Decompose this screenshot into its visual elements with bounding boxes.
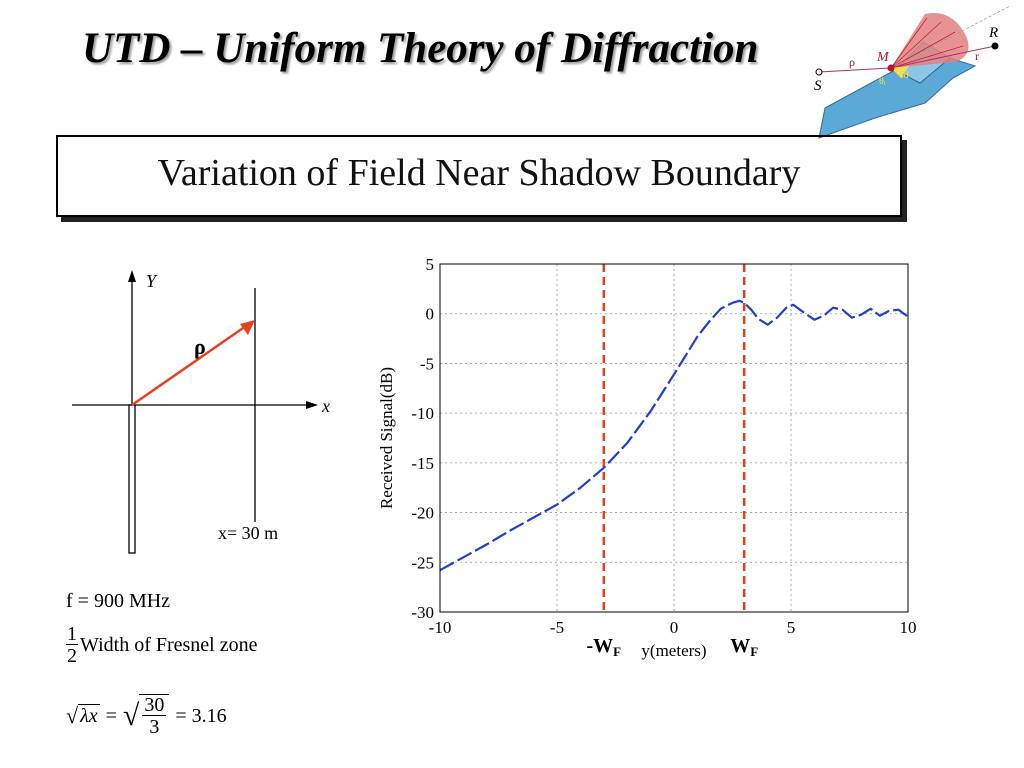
- slide-title: UTD – Uniform Theory of Diffraction: [82, 25, 759, 72]
- label-M: M: [876, 50, 890, 65]
- diffraction-wedge-logo: S R M ρ r θᵢ θd: [814, 5, 1011, 139]
- sqrt-formula: √ λx = √ 30 3 = 3.16: [66, 694, 227, 738]
- incident-ray: [818, 67, 892, 73]
- y-tick-label: -15: [411, 454, 434, 473]
- label-theta-i: θᵢ: [879, 76, 886, 87]
- y-tick-label: -25: [411, 553, 434, 572]
- geometry-diagram: Y x ρ x= 30 m: [72, 270, 330, 554]
- chart-ticks: 50-5-10-15-20-25-30-10 -5 0 5 10: [411, 255, 916, 637]
- receiver-point: [991, 42, 999, 50]
- sqrt-numerator: 30: [144, 694, 165, 716]
- diffracted-ray: [890, 45, 996, 69]
- y-tick-label: 5: [426, 255, 435, 274]
- x-axis-arrow: [306, 401, 318, 409]
- frequency-formula: f = 900 MHz: [66, 590, 171, 612]
- label-theta-d: θd: [899, 70, 909, 81]
- signal-line: [439, 299, 909, 572]
- fresnel-numerator: 1: [67, 623, 77, 645]
- x-axis-label: x: [321, 396, 330, 416]
- y-tick-label: 0: [426, 305, 435, 324]
- y-axis-label: Y: [146, 271, 158, 291]
- y-axis-label: Received Signal(dB): [377, 367, 396, 509]
- sqrt-denominator: 3: [149, 716, 160, 738]
- y-tick-label: -20: [411, 504, 434, 523]
- x-tick-label: 5: [787, 618, 796, 637]
- sqrt-lhs: λx: [78, 704, 100, 727]
- rho-label: ρ: [194, 334, 206, 359]
- source-point: [815, 68, 823, 76]
- chart-annotations: -WF WF: [586, 264, 758, 659]
- label-R: R: [988, 25, 998, 41]
- fresnel-boundary-label: -WF: [586, 635, 621, 659]
- diffraction-cone: [891, 13, 969, 68]
- chart-series: [439, 299, 909, 572]
- subtitle-box: Variation of Field Near Shadow Boundary: [56, 135, 902, 217]
- slide-subtitle: Variation of Field Near Shadow Boundary: [157, 152, 801, 194]
- fresnel-formula: 1 2 Width of Fresnel zone: [66, 624, 257, 667]
- rho-vector-arrow: [240, 320, 255, 335]
- x-tick-label: -5: [550, 618, 564, 637]
- fresnel-denominator: 2: [67, 645, 77, 667]
- fresnel-boundary-label: WF: [730, 635, 758, 659]
- x-tick-label: 0: [670, 618, 679, 637]
- received-signal-chart: 50-5-10-15-20-25-30-10 -5 0 5 10 -WF WF y(met…: [377, 255, 917, 660]
- chart-grid: [440, 264, 908, 612]
- x-axis-label: y(meters): [641, 641, 706, 660]
- sqrt-result: = 3.16: [175, 704, 227, 727]
- y-tick-label: -30: [411, 603, 434, 622]
- x-tick-label: -10: [429, 618, 452, 637]
- diffraction-point: [887, 64, 895, 72]
- x-tick-label: 10: [900, 618, 917, 637]
- label-r: r: [975, 49, 979, 63]
- distance-label: x= 30 m: [218, 523, 278, 543]
- plot-frame: [439, 263, 909, 613]
- screen-edge: [128, 404, 136, 554]
- label-S: S: [814, 78, 822, 94]
- fresnel-text: Width of Fresnel zone: [80, 634, 258, 656]
- y-tick-label: -5: [420, 354, 434, 373]
- label-rho: ρ: [849, 55, 855, 69]
- y-tick-label: -10: [411, 404, 434, 423]
- y-axis-arrow: [128, 270, 136, 282]
- rho-vector: [131, 324, 247, 407]
